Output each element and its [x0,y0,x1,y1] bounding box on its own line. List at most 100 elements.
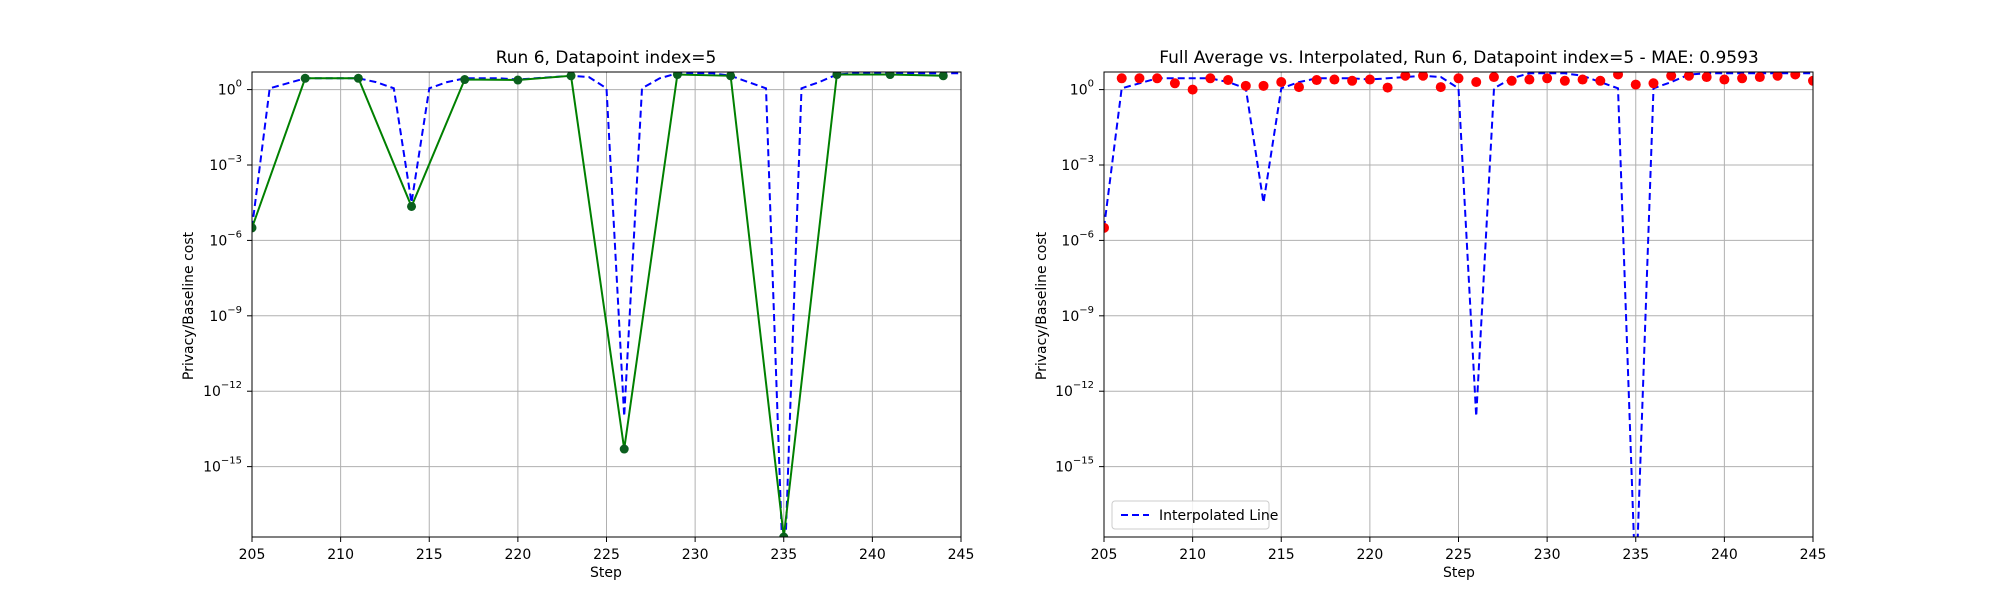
right-scatter-point [1311,75,1322,86]
right-scatter-point [1790,72,1801,80]
right-x-axis-label: Step [1443,565,1475,581]
right-x-tick-label: 245 [1800,547,1827,563]
left-x-tick-label: 225 [593,547,620,563]
left-x-tick-label: 240 [859,547,886,563]
right-scatter-point [1630,79,1641,90]
right-x-tick-label: 220 [1357,547,1384,563]
right-scatter-point [1613,72,1624,80]
right-scatter-point [1276,77,1287,88]
right-scatter-point [1364,74,1375,85]
right-scatter-point [1382,82,1393,93]
right-y-tick-label: 10−12 [1055,380,1094,400]
right-axes-frame [1103,71,1814,538]
left-y-tick-label: 10−12 [203,380,242,400]
right-legend: Interpolated Line [1111,500,1278,530]
left-x-tick-label: 245 [948,547,975,563]
left-x-tick-label: 210 [327,547,354,563]
right-scatter-point [1293,82,1304,93]
right-legend-box [1111,500,1270,530]
right-scatter-point [1595,75,1606,86]
right-y-tick-label: 100 [1070,79,1094,99]
left-series-point-1 [300,73,310,83]
right-scatter-point [1701,72,1712,83]
right-y-tick-label: 10−6 [1061,229,1094,249]
right-scatter-point [1453,73,1464,84]
right-x-tick-label: 230 [1534,547,1561,563]
right-scatter-point [1329,74,1340,85]
right-scatter-point [1223,75,1234,86]
right-x-tick-label: 215 [1268,547,1295,563]
right-scatter-point [1169,78,1180,89]
right-scatter-point [1577,74,1588,85]
left-series-point-1 [252,223,257,233]
left-x-tick-label: 205 [239,547,266,563]
left-y-tick-label: 10−9 [209,305,242,325]
right-scatter-point [1134,73,1145,84]
left-series-point-1 [513,75,523,85]
left-chart-panel: Run 6, Datapoint index=5 Step Privacy/Ba… [181,48,975,581]
right-chart-panel: Full Average vs. Interpolated, Run 6, Da… [1034,48,1827,581]
right-scatter-point [1808,75,1813,86]
left-series-point-1 [619,444,629,454]
left-x-tick-label: 230 [682,547,709,563]
left-y-tick-label: 10−6 [209,229,242,249]
right-scatter-point [1559,75,1570,86]
right-scatter-point [1104,222,1109,233]
left-series-point-1 [832,72,842,80]
right-x-tick-label: 210 [1179,547,1206,563]
left-series-line-1 [252,73,944,537]
right-x-tick-label: 235 [1622,547,1649,563]
right-scatter-point [1400,72,1411,81]
left-series-point-1 [672,72,682,80]
right-scatter-point [1683,72,1694,81]
left-series-point-1 [779,532,789,537]
right-scatter-point [1347,75,1358,86]
right-y-tick-label: 10−15 [1055,456,1094,476]
right-x-tick-label: 240 [1711,547,1738,563]
right-scatter-point [1754,72,1765,83]
right-y-tick-label: 10−3 [1061,154,1094,174]
right-scatter-point [1772,72,1783,81]
left-series-point-1 [407,201,417,211]
right-scatter-point [1435,82,1446,93]
right-y-axis-label: Privacy/Baseline cost [1034,231,1050,380]
right-scatter-point [1152,73,1163,84]
left-x-tick-label: 220 [505,547,532,563]
right-scatter-point [1719,74,1730,85]
left-series-point-1 [566,72,576,81]
left-series-point-1 [460,75,470,85]
left-y-tick-label: 10−15 [203,456,242,476]
right-scatter-point [1666,72,1677,81]
left-x-axis-label: Step [590,565,622,581]
right-scatter-point [1116,73,1127,84]
left-x-tick-label: 235 [770,547,797,563]
left-y-tick-label: 100 [218,79,242,99]
left-y-axis-label: Privacy/Baseline cost [181,231,197,380]
right-plot-area [1104,72,1813,537]
left-series-point-1 [353,73,363,83]
right-scatter-point [1258,80,1269,91]
right-scatter-point [1187,84,1198,95]
right-x-tick-label: 205 [1091,547,1118,563]
left-x-tick-label: 215 [416,547,443,563]
right-scatter-point [1542,73,1553,84]
left-plot-area [252,72,961,537]
right-legend-label: Interpolated Line [1159,508,1278,524]
left-y-tick-label: 10−3 [209,154,242,174]
right-scatter-point [1506,75,1517,86]
right-chart-title: Full Average vs. Interpolated, Run 6, Da… [1159,48,1759,68]
right-scatter-point [1240,80,1251,91]
right-y-tick-label: 10−9 [1061,305,1094,325]
right-x-tick-label: 225 [1445,547,1472,563]
left-series-point-1 [885,72,895,80]
left-series-point-1 [726,72,736,81]
right-scatter-point [1471,77,1482,88]
right-scatter-point [1488,72,1499,83]
left-series-point-1 [938,72,948,81]
right-scatter-point [1737,73,1748,84]
right-scatter-point [1524,74,1535,85]
left-chart-title: Run 6, Datapoint index=5 [496,48,717,68]
right-scatter-point [1205,73,1216,84]
left-axes-frame [251,71,962,538]
